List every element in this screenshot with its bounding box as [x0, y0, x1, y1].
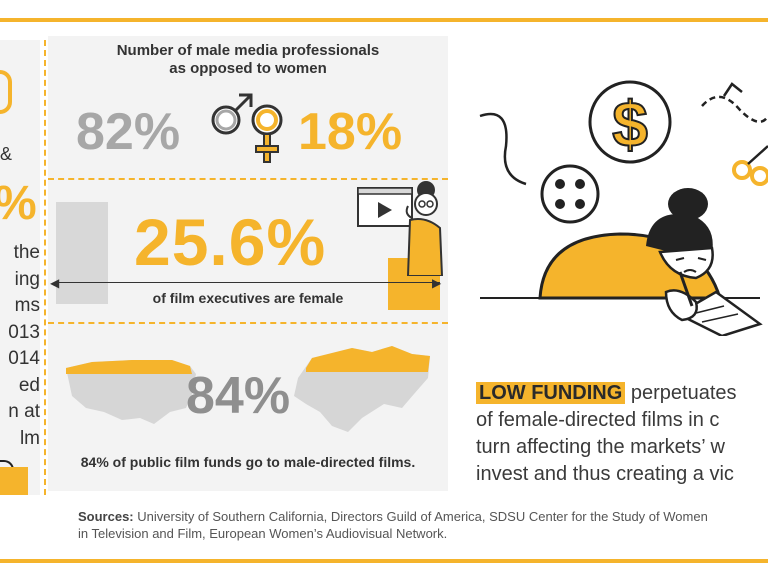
- left-line: ed: [18, 374, 40, 396]
- sources-text: University of Southern California, Direc…: [78, 509, 708, 541]
- female-percentage: 18%: [298, 103, 403, 161]
- grey-bar-decoration: [56, 202, 108, 304]
- left-line: ms: [14, 295, 40, 316]
- panel-title-line-2: as opposed to women: [169, 60, 327, 77]
- funding-line-1-rest: perpetuates: [625, 382, 737, 404]
- left-line: lm: [19, 427, 40, 449]
- funding-statement: LOW FUNDING perpetuates of female-direct…: [476, 380, 768, 488]
- yellow-decoration: [0, 70, 12, 114]
- svg-text:$: $: [612, 88, 648, 160]
- left-line: 013: [8, 321, 40, 343]
- funds-caption: 84% of public film funds go to male-dire…: [80, 454, 416, 470]
- bottom-border: [0, 559, 768, 563]
- left-text-lines: the ing ms 013 014 ed n at lm: [0, 240, 40, 452]
- low-funding-highlight: LOW FUNDING: [476, 382, 626, 404]
- funding-line-1: LOW FUNDING perpetuates: [476, 380, 768, 407]
- left-line: n at: [8, 401, 40, 422]
- executive-caption: of film executives are female: [152, 290, 344, 306]
- arrow-line: [54, 282, 440, 283]
- dollar-icon: $: [588, 80, 672, 164]
- dashed-divider: [48, 322, 448, 324]
- left-line: the: [13, 242, 40, 263]
- sources-note: Sources: University of Southern Californ…: [78, 508, 718, 542]
- female-symbol-icon: [251, 104, 283, 163]
- sources-label: Sources:: [78, 509, 134, 524]
- scissors-icon: [732, 145, 768, 186]
- dashed-divider: [48, 178, 448, 180]
- funding-line-3: turn affecting the markets’ w: [476, 436, 726, 458]
- yellow-block: [0, 467, 28, 495]
- woman-worried-about-money-illustration: $: [479, 80, 768, 336]
- left-column-cut: & % the ing ms 013 014 ed n at lm: [0, 40, 40, 495]
- panel-title: Number of male media professionals as op…: [48, 42, 448, 78]
- column-divider: [44, 40, 46, 495]
- funding-line-4: invest and thus creating a vic: [476, 463, 734, 485]
- woman-with-film-icon: [357, 181, 444, 276]
- arrow-left-icon: ◀: [50, 276, 60, 290]
- funds-percentage: 84%: [186, 367, 291, 425]
- stats-panel: Number of male media professionals as op…: [48, 36, 448, 491]
- film-reel-icon: [540, 164, 600, 224]
- funding-line-2: of female-directed films in c: [476, 409, 720, 431]
- arrow-right-icon: ▶: [432, 276, 442, 290]
- left-line: 014: [8, 348, 40, 369]
- male-percentage: 82%: [76, 103, 181, 161]
- top-border: [0, 18, 768, 22]
- world-map-icon: [66, 346, 430, 432]
- left-line: ing: [14, 268, 40, 290]
- left-big-percent: %: [0, 176, 37, 231]
- left-amp-text: &: [0, 144, 13, 164]
- executive-percentage: 25.6%: [134, 205, 327, 279]
- male-symbol-icon: [211, 93, 253, 135]
- panel-title-line-1: Number of male media professionals: [116, 42, 380, 59]
